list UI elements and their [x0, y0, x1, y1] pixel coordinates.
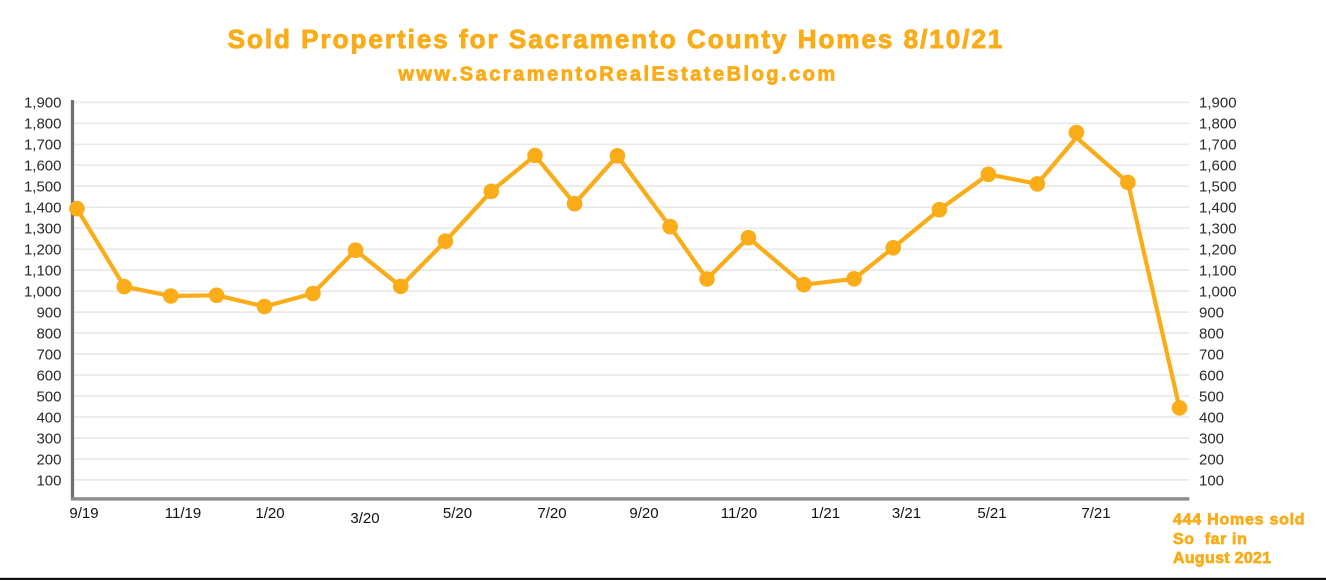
svg-text:1,700: 1,700 — [24, 137, 62, 154]
svg-text:5/20: 5/20 — [443, 505, 472, 522]
svg-text:800: 800 — [36, 326, 61, 343]
svg-text:1,800: 1,800 — [24, 116, 62, 133]
svg-text:www.SacramentoRealEstateBlog.c: www.SacramentoRealEstateBlog.com — [397, 63, 837, 85]
svg-text:1,200: 1,200 — [24, 242, 62, 259]
svg-text:600: 600 — [1199, 367, 1224, 384]
svg-text:Sold Properties for Sacramento: Sold Properties for Sacramento County Ho… — [228, 24, 1005, 54]
svg-text:5/21: 5/21 — [977, 505, 1006, 522]
svg-text:100: 100 — [1199, 472, 1224, 489]
svg-text:600: 600 — [36, 367, 61, 384]
svg-text:1,500: 1,500 — [24, 179, 62, 196]
svg-text:1,400: 1,400 — [24, 200, 62, 217]
svg-text:1,400: 1,400 — [1199, 200, 1237, 217]
svg-text:1/20: 1/20 — [255, 505, 284, 522]
svg-text:7/20: 7/20 — [537, 505, 566, 522]
svg-text:700: 700 — [1199, 347, 1224, 364]
svg-text:1,700: 1,700 — [1199, 137, 1237, 154]
svg-text:200: 200 — [1199, 451, 1224, 468]
svg-text:1,500: 1,500 — [1199, 179, 1237, 196]
svg-text:1,200: 1,200 — [1199, 242, 1237, 259]
svg-text:500: 500 — [1199, 388, 1224, 405]
svg-text:7/21: 7/21 — [1081, 505, 1110, 522]
svg-text:700: 700 — [36, 347, 61, 364]
svg-text:3/21: 3/21 — [892, 505, 921, 522]
svg-text:1,000: 1,000 — [24, 284, 62, 301]
svg-text:1,300: 1,300 — [1199, 221, 1237, 238]
svg-text:200: 200 — [36, 451, 61, 468]
svg-text:1,600: 1,600 — [24, 158, 62, 175]
svg-text:400: 400 — [36, 409, 61, 426]
svg-text:So far in: So far in — [1173, 531, 1247, 548]
svg-text:500: 500 — [36, 388, 61, 405]
svg-text:9/20: 9/20 — [629, 505, 658, 522]
svg-text:1,100: 1,100 — [1199, 263, 1237, 280]
svg-text:August 2021: August 2021 — [1173, 550, 1271, 567]
svg-text:1,900: 1,900 — [1199, 95, 1237, 112]
svg-text:444 Homes sold: 444 Homes sold — [1173, 511, 1305, 528]
svg-text:900: 900 — [36, 305, 61, 322]
svg-text:300: 300 — [1199, 430, 1224, 447]
svg-text:3/20: 3/20 — [350, 510, 379, 527]
svg-text:1,300: 1,300 — [24, 221, 62, 238]
svg-text:100: 100 — [36, 472, 61, 489]
svg-text:1,100: 1,100 — [24, 263, 62, 280]
svg-text:11/19: 11/19 — [165, 505, 201, 522]
svg-text:1,800: 1,800 — [1199, 116, 1237, 133]
svg-text:400: 400 — [1199, 409, 1224, 426]
svg-text:9/19: 9/19 — [69, 505, 98, 522]
svg-text:11/20: 11/20 — [721, 505, 757, 522]
svg-text:300: 300 — [36, 430, 61, 447]
svg-text:1,900: 1,900 — [24, 95, 62, 112]
svg-text:800: 800 — [1199, 326, 1224, 343]
svg-text:1/21: 1/21 — [811, 505, 840, 522]
svg-text:1,000: 1,000 — [1199, 284, 1237, 301]
svg-text:1,600: 1,600 — [1199, 158, 1237, 175]
svg-text:900: 900 — [1199, 305, 1224, 322]
